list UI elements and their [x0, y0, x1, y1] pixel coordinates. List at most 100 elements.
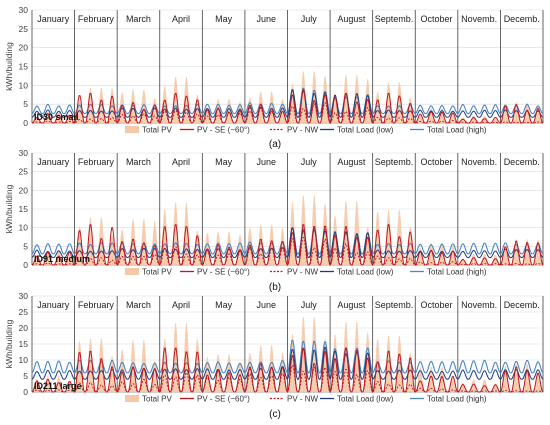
y-tick-label: 25	[19, 24, 29, 34]
legend-swatch-total-pv	[125, 268, 139, 275]
month-label: Decemb.	[504, 157, 540, 167]
legend-label: PV - SE (~60°)	[197, 395, 250, 404]
month-label: January	[37, 14, 70, 24]
y-tick-label: 10	[19, 355, 29, 365]
month-label: March	[126, 300, 151, 310]
series-total-load-low	[31, 89, 544, 119]
y-tick-label: 5	[23, 371, 28, 381]
legend-label: Total Load (low)	[337, 395, 394, 404]
legend-label: Total Load (high)	[427, 126, 487, 135]
legend: Total PV PV - SE (~60°) PV - NW Total Load …	[125, 395, 487, 404]
series-total-pv-area	[32, 195, 543, 265]
panel-caption: (a)	[269, 139, 281, 150]
month-label: March	[126, 157, 151, 167]
legend-label: Total Load (low)	[337, 126, 394, 135]
y-tick-label: 15	[19, 62, 29, 72]
chart-panel-2: 0 5 10 15 20 25 30 kWh/building January February M…	[4, 148, 544, 277]
legend: Total PV PV - SE (~60°) PV - NW Total Load …	[125, 268, 487, 277]
panel-caption: (c)	[269, 409, 281, 420]
legend-swatch-total-pv	[125, 395, 139, 402]
y-tick-label: 0	[23, 387, 28, 397]
series-pv-se	[31, 224, 544, 267]
y-tick-label: 15	[19, 339, 29, 349]
legend-label: PV - SE (~60°)	[197, 268, 250, 277]
month-label: February	[78, 157, 115, 167]
y-tick-label: 20	[19, 323, 29, 333]
series-pv-se	[31, 347, 544, 394]
legend-label: Total PV	[142, 126, 172, 135]
month-label: April	[172, 300, 190, 310]
month-label: October	[421, 300, 453, 310]
month-label: June	[256, 300, 276, 310]
legend-label: PV - NW	[287, 268, 319, 277]
month-label: October	[421, 157, 453, 167]
month-label: May	[215, 14, 233, 24]
legend-label: PV - SE (~60°)	[197, 126, 250, 135]
y-axis-label: kWh/building	[4, 42, 14, 91]
series-total-load-high	[31, 87, 544, 115]
legend-label: PV - NW	[287, 126, 319, 135]
month-label: February	[78, 300, 115, 310]
legend-label: Total Load (low)	[337, 268, 394, 277]
chart-panel-1: 0 5 10 15 20 25 30 kWh/building January February M…	[4, 5, 544, 135]
month-label: July	[301, 157, 318, 167]
chart-panel-3: 0 5 10 15 20 25 30 kWh/building January February M…	[4, 291, 544, 404]
legend: Total PV PV - SE (~60°) PV - NW Total Load …	[125, 126, 487, 135]
panel-label: ID30 small	[34, 112, 79, 122]
month-label: July	[301, 14, 318, 24]
y-tick-label: 20	[19, 185, 29, 195]
month-label: January	[37, 300, 70, 310]
month-label: October	[421, 14, 453, 24]
panel-label: ID91 medium	[34, 254, 90, 264]
month-label: February	[78, 14, 115, 24]
panel-label: ID211 large	[34, 381, 82, 391]
month-label: May	[215, 300, 233, 310]
month-label: April	[172, 157, 190, 167]
series-pv-se	[31, 89, 544, 125]
month-label: Septemb.	[375, 300, 414, 310]
month-label: Novemb.	[461, 14, 497, 24]
month-label: May	[215, 157, 233, 167]
month-label: Septemb.	[375, 14, 414, 24]
y-tick-label: 0	[23, 118, 28, 128]
month-label: January	[37, 157, 70, 167]
y-tick-label: 10	[19, 80, 29, 90]
y-tick-label: 5	[23, 99, 28, 109]
y-tick-label: 25	[19, 167, 29, 177]
legend-label: Total Load (high)	[427, 395, 487, 404]
series-total-load-low	[31, 347, 544, 381]
month-label: Septemb.	[375, 157, 414, 167]
panel-caption: (b)	[269, 282, 281, 293]
month-label: Decemb.	[504, 300, 540, 310]
month-label: August	[337, 14, 366, 24]
legend-label: Total PV	[142, 268, 172, 277]
legend-label: Total PV	[142, 395, 172, 404]
series-total-pv-area	[32, 71, 543, 123]
month-label: Novemb.	[461, 300, 497, 310]
series-total-load-high	[31, 227, 544, 256]
y-tick-label: 10	[19, 223, 29, 233]
y-tick-label: 5	[23, 241, 28, 251]
month-label: August	[337, 157, 366, 167]
y-tick-label: 20	[19, 43, 29, 53]
series-total-load-low	[31, 227, 544, 259]
y-axis-label: kWh/building	[4, 184, 14, 233]
month-label: March	[126, 14, 151, 24]
y-tick-label: 0	[23, 260, 28, 270]
y-tick-label: 30	[19, 5, 29, 15]
month-label: June	[256, 14, 276, 24]
legend-label: PV - NW	[287, 395, 319, 404]
month-label: April	[172, 14, 190, 24]
legend-swatch-total-pv	[125, 126, 139, 133]
y-tick-label: 30	[19, 148, 29, 158]
month-label: June	[256, 157, 276, 167]
month-label: Decemb.	[504, 14, 540, 24]
legend-label: Total Load (high)	[427, 268, 487, 277]
month-label: August	[337, 300, 366, 310]
series-total-load-high	[31, 339, 544, 375]
y-tick-label: 30	[19, 291, 29, 301]
month-label: Novemb.	[461, 157, 497, 167]
y-tick-label: 15	[19, 204, 29, 214]
month-label: July	[301, 300, 318, 310]
